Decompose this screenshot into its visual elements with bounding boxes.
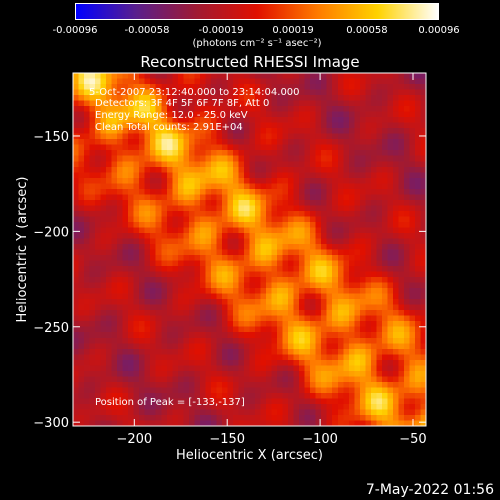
colorbar-tick-label: 0.00096	[418, 25, 460, 36]
x-tick-label: −200	[116, 432, 152, 447]
x-tick-label: −150	[209, 432, 245, 447]
y-tick-label: −250	[33, 321, 69, 336]
colorbar	[75, 3, 439, 20]
colorbar-tick-label: -0.00096	[52, 25, 98, 36]
y-tick-label: −150	[33, 130, 69, 145]
datetime-stamp: 7-May-2022 01:56	[365, 482, 494, 498]
peak-position-text: Position of Peak = [-133,-137]	[95, 397, 245, 408]
counts-text: Clean Total counts: 2.91E+04	[95, 122, 243, 133]
x-tick-label: −50	[399, 432, 426, 447]
chart-title: Reconstructed RHESSI Image	[140, 53, 360, 71]
time-range-text: 5-Oct-2007 23:12:40.000 to 23:14:04.000	[89, 87, 300, 98]
plot-frame	[72, 72, 427, 427]
energy-range-text: Energy Range: 12.0 - 25.0 keV	[95, 110, 248, 121]
heatmap-image	[73, 73, 427, 427]
x-axis-label: Heliocentric X (arcsec)	[176, 448, 323, 463]
y-tick-label: −300	[33, 416, 69, 431]
colorbar-tick-label: -0.00058	[124, 25, 170, 36]
colorbar-tick-label: -0.00019	[198, 25, 244, 36]
colorbar-units-label: (photons cm⁻² s⁻¹ asec⁻²)	[192, 38, 322, 49]
y-tick-label: −200	[33, 225, 69, 240]
colorbar-tick-label: 0.00058	[346, 25, 388, 36]
colorbar-tick-label: 0.00019	[272, 25, 314, 36]
detectors-text: Detectors: 3F 4F 5F 6F 7F 8F, Att 0	[95, 98, 270, 109]
x-tick-label: −100	[302, 432, 338, 447]
y-axis-label: Heliocentric Y (arcsec)	[15, 177, 30, 323]
